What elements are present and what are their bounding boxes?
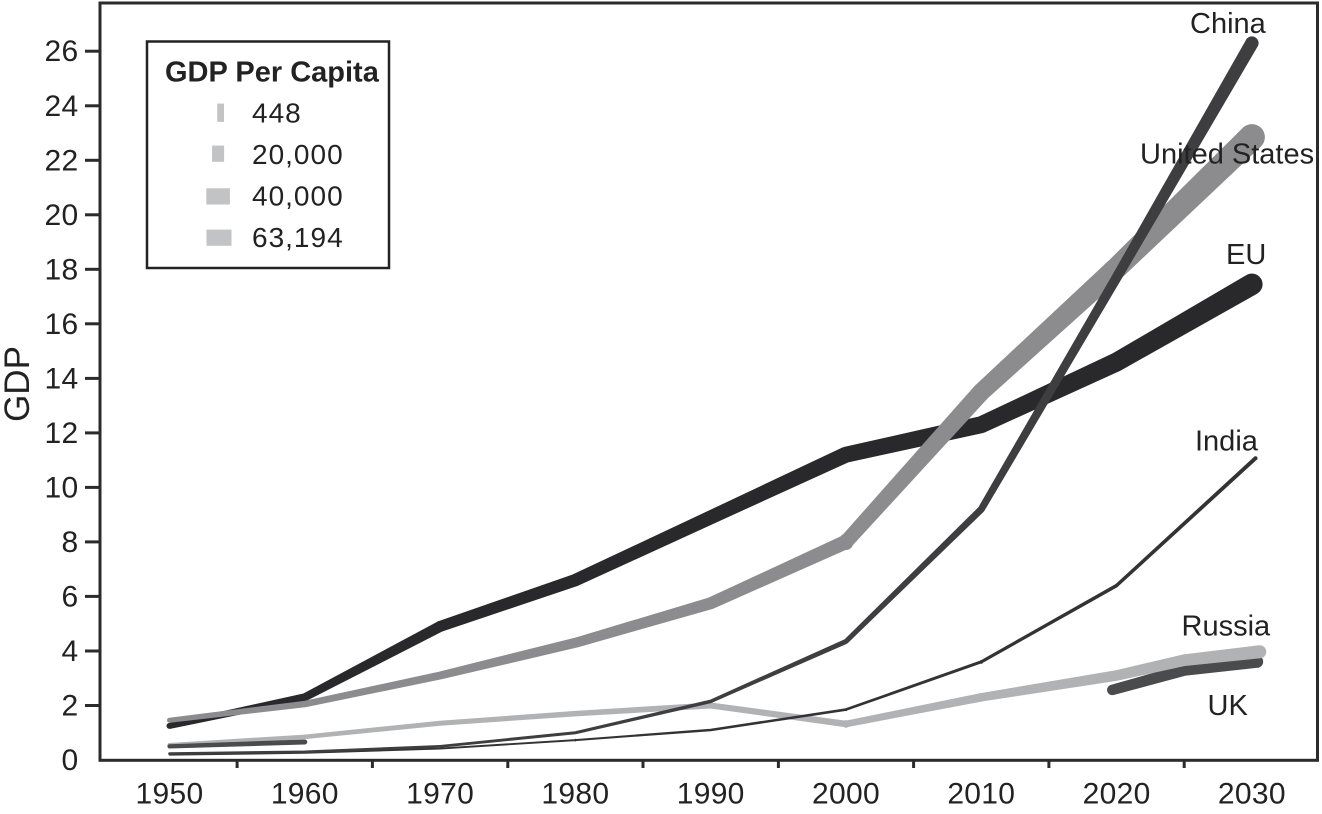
svg-text:20: 20 — [45, 199, 79, 232]
svg-text:14: 14 — [45, 362, 79, 395]
svg-text:1980: 1980 — [541, 778, 609, 811]
svg-text:22: 22 — [45, 144, 79, 177]
svg-text:India: India — [1195, 426, 1259, 458]
svg-text:1950: 1950 — [136, 778, 204, 811]
svg-text:18: 18 — [45, 253, 79, 286]
svg-text:EU: EU — [1226, 239, 1266, 271]
svg-text:2010: 2010 — [947, 778, 1015, 811]
svg-text:China: China — [1190, 8, 1267, 40]
svg-text:2030: 2030 — [1218, 778, 1286, 811]
svg-text:2000: 2000 — [812, 778, 880, 811]
svg-text:United States: United States — [1140, 139, 1314, 171]
svg-text:2020: 2020 — [1083, 778, 1151, 811]
svg-text:GDP Per Capita: GDP Per Capita — [165, 57, 380, 89]
svg-text:6: 6 — [62, 580, 79, 613]
svg-text:0: 0 — [62, 744, 79, 777]
svg-text:Russia: Russia — [1182, 611, 1272, 643]
svg-text:1970: 1970 — [406, 778, 474, 811]
svg-text:12: 12 — [45, 417, 79, 450]
svg-text:24: 24 — [45, 90, 79, 123]
svg-text:GDP: GDP — [0, 346, 37, 422]
svg-text:1960: 1960 — [271, 778, 339, 811]
svg-text:8: 8 — [62, 526, 79, 559]
svg-text:10: 10 — [45, 471, 79, 504]
svg-text:20,000: 20,000 — [252, 139, 344, 170]
svg-text:2: 2 — [62, 690, 79, 723]
svg-text:16: 16 — [45, 308, 79, 341]
svg-text:UK: UK — [1208, 690, 1249, 722]
svg-text:63,194: 63,194 — [252, 222, 344, 253]
svg-text:4: 4 — [62, 635, 79, 668]
svg-text:40,000: 40,000 — [252, 181, 344, 212]
svg-text:26: 26 — [45, 35, 79, 68]
svg-text:448: 448 — [252, 98, 302, 129]
svg-text:1990: 1990 — [677, 778, 745, 811]
